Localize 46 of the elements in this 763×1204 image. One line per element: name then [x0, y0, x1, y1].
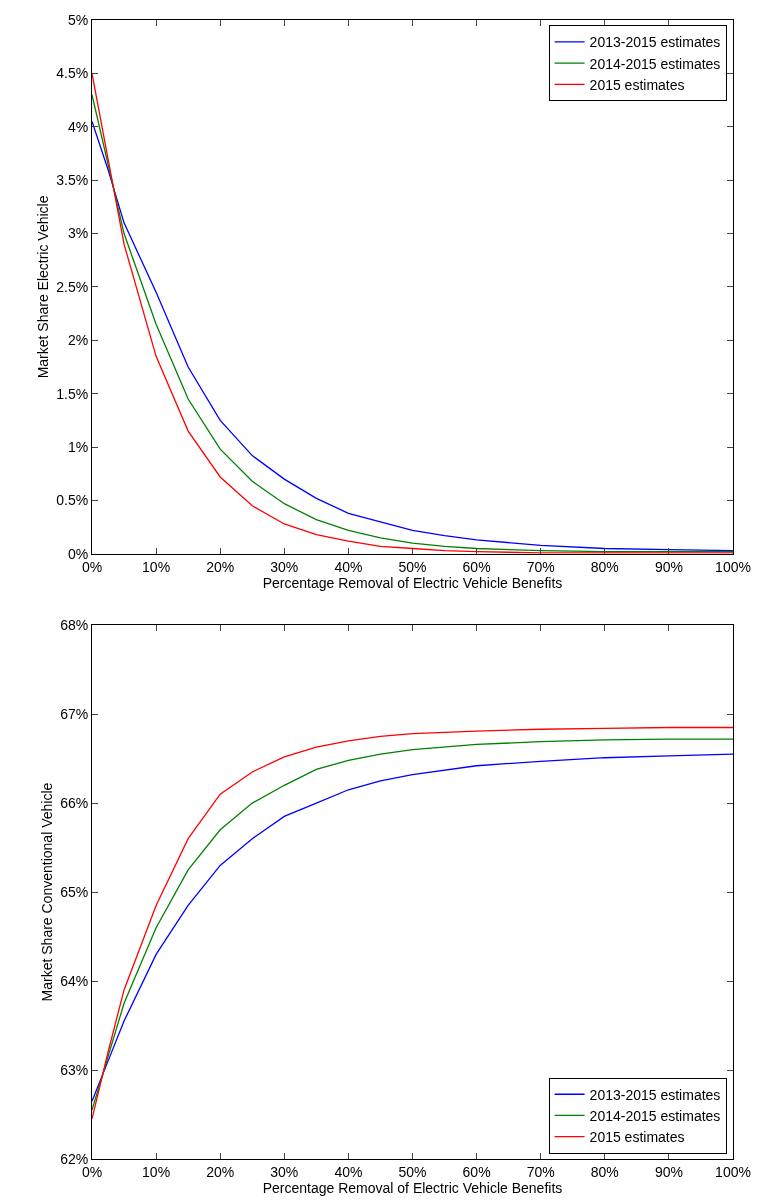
x-tick-label: 100%	[715, 1163, 751, 1180]
y-axis-title: Market Share Conventional Vehicle	[38, 782, 55, 1002]
legend-label: 2014-2015 estimates	[589, 1107, 721, 1124]
x-tick-label: 30%	[270, 558, 299, 575]
legend-label: 2014-2015 estimates	[589, 55, 721, 72]
y-tick-label: 65%	[60, 883, 89, 900]
x-tick-label: 90%	[654, 1163, 683, 1180]
x-tick-label: 80%	[590, 558, 619, 575]
x-tick-label: 10%	[142, 1163, 171, 1180]
legend-label: 2015 estimates	[589, 76, 685, 93]
y-tick-label: 2%	[67, 332, 89, 349]
y-tick-label: 3%	[67, 225, 89, 242]
x-tick-label: 30%	[270, 1163, 299, 1180]
x-tick-label: 70%	[526, 558, 555, 575]
y-tick-label: 1.5%	[56, 385, 89, 402]
y-tick-label: 5%	[67, 11, 89, 28]
y-tick-label: 67%	[60, 706, 89, 723]
x-tick-label: 20%	[206, 558, 235, 575]
x-tick-label: 90%	[654, 558, 683, 575]
x-tick-label: 50%	[398, 558, 427, 575]
x-tick-label: 60%	[462, 558, 491, 575]
x-tick-label: 100%	[715, 558, 751, 575]
y-tick-label: 66%	[60, 795, 89, 812]
y-tick-label: 1%	[67, 438, 89, 455]
y-axis-title: Market Share Electric Vehicle	[34, 195, 51, 379]
x-tick-label: 80%	[590, 1163, 619, 1180]
legend-label: 2013-2015 estimates	[589, 1086, 721, 1103]
y-tick-label: 64%	[60, 972, 89, 989]
y-tick-label: 4%	[67, 118, 89, 135]
x-tick-label: 40%	[334, 558, 363, 575]
y-tick-label: 0.5%	[56, 492, 89, 509]
x-axis-title: Percentage Removal of Electric Vehicle Benefits	[262, 574, 563, 591]
x-tick-label: 50%	[398, 1163, 427, 1180]
x-tick-label: 70%	[526, 1163, 555, 1180]
x-tick-label: 60%	[462, 1163, 491, 1180]
x-axis-title: Percentage Removal of Electric Vehicle Benefits	[262, 1179, 563, 1196]
legend-label: 2013-2015 estimates	[589, 34, 721, 51]
y-tick-label: 3.5%	[56, 172, 89, 189]
y-tick-label: 4.5%	[56, 65, 89, 82]
legend-label: 2015 estimates	[589, 1129, 685, 1146]
x-tick-label: 10%	[142, 558, 171, 575]
y-tick-label: 63%	[60, 1061, 89, 1078]
x-tick-label: 40%	[334, 1163, 363, 1180]
y-tick-label: 68%	[60, 617, 89, 634]
x-tick-label: 20%	[206, 1163, 235, 1180]
y-tick-label: 2.5%	[56, 278, 89, 295]
